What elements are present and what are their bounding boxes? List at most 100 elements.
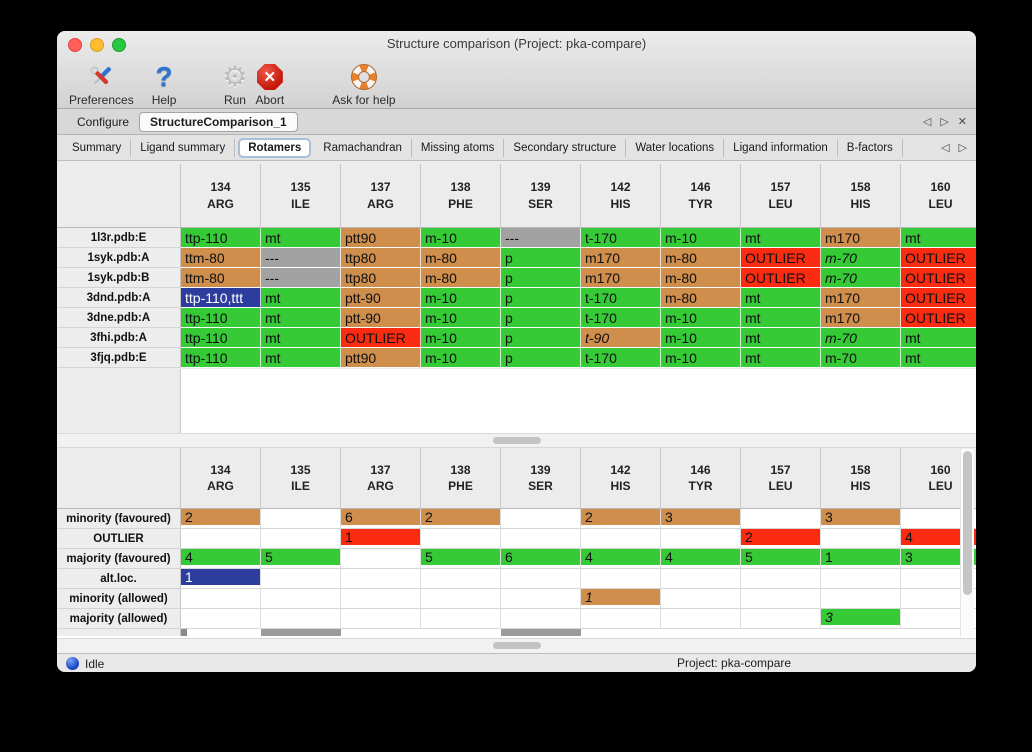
count-cell-158-majority-allowed[interactable]: 3 xyxy=(821,609,901,629)
count-cell-138-minority-favoured[interactable]: 2 xyxy=(421,509,501,529)
count-cell-146-minority-favoured[interactable]: 3 xyxy=(661,509,741,529)
count-cell-138-majority-favoured[interactable]: 5 xyxy=(421,549,501,569)
rotamer-cell-135-1l3r-pdb-e[interactable]: mt xyxy=(261,228,341,248)
count-cell-142-majority-allowed[interactable] xyxy=(581,609,661,629)
row-label-majority-favoured[interactable]: majority (favoured) xyxy=(57,549,181,569)
rotamer-cell-142-3fhi-pdb-a[interactable]: t-90 xyxy=(581,328,661,348)
rotamer-cell-134-1l3r-pdb-e[interactable]: ttp-110 xyxy=(181,228,261,248)
rotamer-cell-160-1syk-pdb-b[interactable]: OUTLIER xyxy=(901,268,976,288)
count-cell-146-majority-allowed[interactable] xyxy=(661,609,741,629)
subtab-rotamers[interactable]: Rotamers xyxy=(238,137,312,158)
row-label-outlier[interactable]: OUTLIER xyxy=(57,529,181,549)
rotamer-cell-135-1syk-pdb-b[interactable]: --- xyxy=(261,268,341,288)
count-cell-158-outlier[interactable] xyxy=(821,529,901,549)
column-header-138-phe[interactable]: 138 PHE xyxy=(421,164,501,228)
count-cell-146-alt-loc[interactable] xyxy=(661,569,741,589)
tab-configure[interactable]: Configure xyxy=(77,114,130,129)
rotamer-cell-157-3fhi-pdb-a[interactable]: mt xyxy=(741,328,821,348)
count-cell-160-minority-favoured[interactable] xyxy=(901,509,976,529)
count-cell-142-majority-favoured[interactable]: 4 xyxy=(581,549,661,569)
column-header-160-leu[interactable]: 160 LEU xyxy=(901,164,976,228)
rotamer-cell-157-1syk-pdb-b[interactable]: OUTLIER xyxy=(741,268,821,288)
count-cell-134-minority-allowed[interactable] xyxy=(181,589,261,609)
rotamer-cell-139-1l3r-pdb-e[interactable]: --- xyxy=(501,228,581,248)
rotamer-cell-142-1l3r-pdb-e[interactable]: t-170 xyxy=(581,228,661,248)
count-cell-135-majority-allowed[interactable] xyxy=(261,609,341,629)
tab-structurecomparison-1[interactable]: StructureComparison_1 xyxy=(139,111,298,132)
count-cell-137-outlier[interactable]: 1 xyxy=(341,529,421,549)
rotamer-cell-158-1syk-pdb-a[interactable]: m-70 xyxy=(821,248,901,268)
subtab-missing-atoms[interactable]: Missing atoms xyxy=(412,138,505,157)
help-button[interactable]: ? Help xyxy=(152,62,177,108)
rotamer-cell-138-1syk-pdb-a[interactable]: m-80 xyxy=(421,248,501,268)
scrollbar-thumb[interactable] xyxy=(962,451,972,595)
count-cell-137-minority-favoured[interactable]: 6 xyxy=(341,509,421,529)
rotamer-cell-139-3fhi-pdb-a[interactable]: p xyxy=(501,328,581,348)
subtab-summary[interactable]: Summary xyxy=(63,138,132,157)
rotamer-cell-146-3fhi-pdb-a[interactable]: m-10 xyxy=(661,328,741,348)
rotamer-cell-158-3dnd-pdb-a[interactable]: m170 xyxy=(821,288,901,308)
tab-close-icon[interactable]: ✕ xyxy=(957,116,967,128)
rotamer-cell-146-1l3r-pdb-e[interactable]: m-10 xyxy=(661,228,741,248)
rotamer-cell-142-1syk-pdb-b[interactable]: m170 xyxy=(581,268,661,288)
count-cell-160-majority-allowed[interactable] xyxy=(901,609,976,629)
row-label-majority-allowed[interactable]: majority (allowed) xyxy=(57,609,181,629)
count-cell-134-majority-favoured[interactable]: 4 xyxy=(181,549,261,569)
vertical-scrollbar[interactable] xyxy=(960,449,974,636)
rotamer-cell-160-3fhi-pdb-a[interactable]: mt xyxy=(901,328,976,348)
count-cell-135-outlier[interactable] xyxy=(261,529,341,549)
count-cell-135-alt-loc[interactable] xyxy=(261,569,341,589)
column-header-139-ser[interactable]: 139 SER xyxy=(501,164,581,228)
abort-button[interactable]: ✕ Abort xyxy=(256,62,284,107)
rotamer-cell-142-3dne-pdb-a[interactable]: t-170 xyxy=(581,308,661,328)
column-header-134-arg[interactable]: 134 ARG xyxy=(181,448,261,509)
run-button[interactable]: ⚙ Run xyxy=(222,62,247,108)
column-header-138-phe[interactable]: 138 PHE xyxy=(421,448,501,509)
count-cell-160-outlier[interactable]: 4 xyxy=(901,529,976,549)
column-header-142-his[interactable]: 142 HIS xyxy=(581,164,661,228)
column-header-157-leu[interactable]: 157 LEU xyxy=(741,164,821,228)
rotamer-cell-134-1syk-pdb-a[interactable]: ttm-80 xyxy=(181,248,261,268)
row-label-3fjq-pdb-e[interactable]: 3fjq.pdb:E xyxy=(57,348,181,368)
row-label-3dne-pdb-a[interactable]: 3dne.pdb:A xyxy=(57,308,181,328)
column-header-158-his[interactable]: 158 HIS xyxy=(821,448,901,509)
count-cell-142-minority-favoured[interactable]: 2 xyxy=(581,509,661,529)
row-label-alt-loc[interactable]: alt.loc. xyxy=(57,569,181,589)
count-cell-158-alt-loc[interactable] xyxy=(821,569,901,589)
rotamer-cell-137-3fjq-pdb-e[interactable]: ptt90 xyxy=(341,348,421,368)
row-label-minority-allowed[interactable]: minority (allowed) xyxy=(57,589,181,609)
count-cell-142-outlier[interactable] xyxy=(581,529,661,549)
rotamer-cell-138-3dnd-pdb-a[interactable]: m-10 xyxy=(421,288,501,308)
rotamer-cell-157-3dnd-pdb-a[interactable]: mt xyxy=(741,288,821,308)
column-header-142-his[interactable]: 142 HIS xyxy=(581,448,661,509)
rotamer-cell-138-1l3r-pdb-e[interactable]: m-10 xyxy=(421,228,501,248)
rotamer-cell-135-3fhi-pdb-a[interactable]: mt xyxy=(261,328,341,348)
rotamer-cell-157-3dne-pdb-a[interactable]: mt xyxy=(741,308,821,328)
rotamer-cell-158-1l3r-pdb-e[interactable]: m170 xyxy=(821,228,901,248)
count-cell-146-minority-allowed[interactable] xyxy=(661,589,741,609)
count-cell-138-outlier[interactable] xyxy=(421,529,501,549)
count-cell-157-majority-allowed[interactable] xyxy=(741,609,821,629)
count-cell-137-alt-loc[interactable] xyxy=(341,569,421,589)
rotamer-cell-157-3fjq-pdb-e[interactable]: mt xyxy=(741,348,821,368)
count-cell-135-minority-allowed[interactable] xyxy=(261,589,341,609)
rotamer-cell-139-3dne-pdb-a[interactable]: p xyxy=(501,308,581,328)
row-label-3dnd-pdb-a[interactable]: 3dnd.pdb:A xyxy=(57,288,181,308)
rotamer-cell-158-3fjq-pdb-e[interactable]: m-70 xyxy=(821,348,901,368)
column-header-137-arg[interactable]: 137 ARG xyxy=(341,164,421,228)
rotamer-cell-139-3dnd-pdb-a[interactable]: p xyxy=(501,288,581,308)
rotamer-cell-135-3fjq-pdb-e[interactable]: mt xyxy=(261,348,341,368)
column-header-157-leu[interactable]: 157 LEU xyxy=(741,448,821,509)
rotamer-cell-157-1l3r-pdb-e[interactable]: mt xyxy=(741,228,821,248)
rotamer-cell-139-1syk-pdb-b[interactable]: p xyxy=(501,268,581,288)
count-cell-157-minority-allowed[interactable] xyxy=(741,589,821,609)
rotamer-cell-137-3dnd-pdb-a[interactable]: ptt-90 xyxy=(341,288,421,308)
rotamer-cell-139-3fjq-pdb-e[interactable]: p xyxy=(501,348,581,368)
rotamer-cell-134-3dne-pdb-a[interactable]: ttp-110 xyxy=(181,308,261,328)
count-cell-139-minority-favoured[interactable] xyxy=(501,509,581,529)
rotamer-cell-134-3fhi-pdb-a[interactable]: ttp-110 xyxy=(181,328,261,348)
count-cell-134-outlier[interactable] xyxy=(181,529,261,549)
rotamer-cell-137-1l3r-pdb-e[interactable]: ptt90 xyxy=(341,228,421,248)
column-header-135-ile[interactable]: 135 ILE xyxy=(261,448,341,509)
count-cell-139-majority-allowed[interactable] xyxy=(501,609,581,629)
